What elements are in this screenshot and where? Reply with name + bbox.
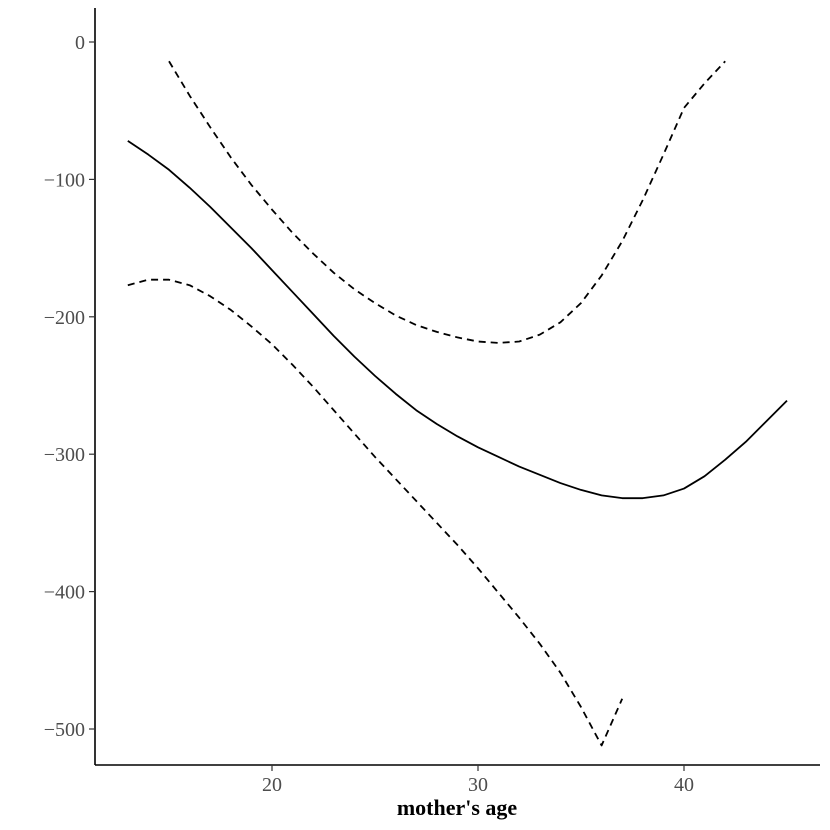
y-tick-label: −200 [44,307,85,329]
series-layer [127,60,788,747]
x-tick-label: 40 [674,774,694,796]
x-tick-label: 20 [262,774,282,796]
axes-layer [94,8,820,766]
x-tick-label: 30 [468,774,488,796]
ticks-layer: 20 30 40 0 −100 −200 −300 −400 −500 [44,32,694,796]
y-tick-label: 0 [75,32,85,54]
y-tick-label: −500 [44,719,85,741]
series-line-1-solid [127,140,788,500]
y-tick-label: −300 [44,444,85,466]
y-tick-label: −100 [44,169,85,191]
y-tick-label: −400 [44,582,85,604]
series-line-3-dashed [127,278,624,747]
series-line-2-dashed [168,60,726,344]
x-axis-title: mother's age [397,795,518,820]
